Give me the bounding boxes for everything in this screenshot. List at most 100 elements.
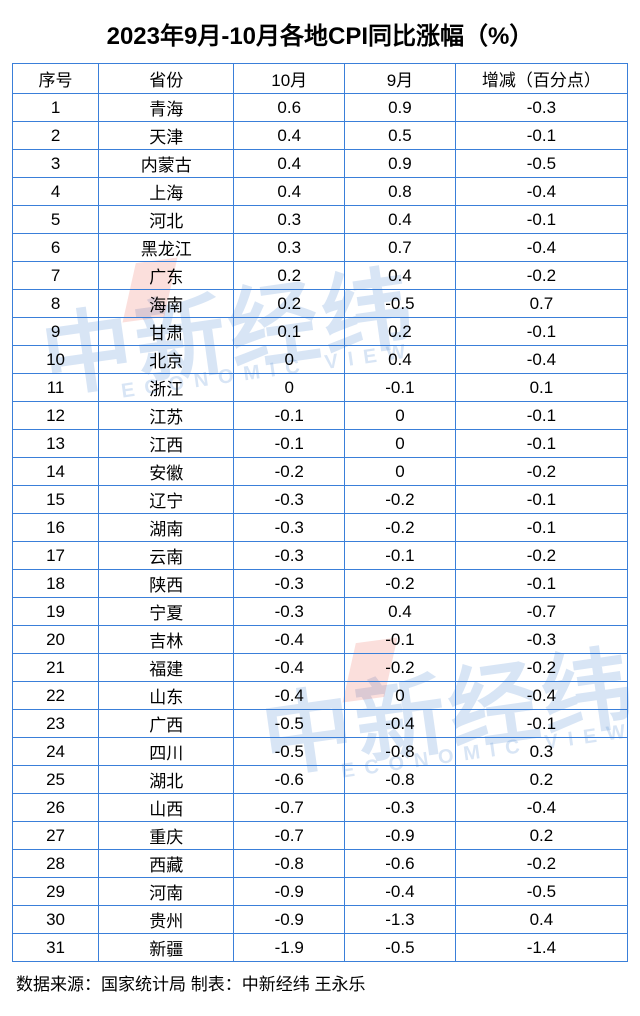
- cell-province: 广东: [99, 262, 234, 290]
- cell-province: 宁夏: [99, 598, 234, 626]
- col-seq: 序号: [13, 64, 99, 94]
- cell-sep: -0.5: [345, 934, 456, 962]
- cell-province: 西藏: [99, 850, 234, 878]
- cell-seq: 23: [13, 710, 99, 738]
- cell-province: 贵州: [99, 906, 234, 934]
- cell-sep: 0: [345, 458, 456, 486]
- table-row: 2天津0.40.5-0.1: [13, 122, 628, 150]
- cell-change: -1.4: [455, 934, 627, 962]
- cell-oct: -0.5: [234, 738, 345, 766]
- cell-sep: -0.1: [345, 542, 456, 570]
- cell-sep: -0.4: [345, 710, 456, 738]
- cell-province: 新疆: [99, 934, 234, 962]
- cell-oct: -0.7: [234, 794, 345, 822]
- table-row: 5河北0.30.4-0.1: [13, 206, 628, 234]
- cell-oct: -1.9: [234, 934, 345, 962]
- cell-oct: -0.1: [234, 402, 345, 430]
- cell-province: 青海: [99, 94, 234, 122]
- table-row: 31新疆-1.9-0.5-1.4: [13, 934, 628, 962]
- cell-oct: -0.5: [234, 710, 345, 738]
- cell-province: 安徽: [99, 458, 234, 486]
- cell-change: -0.2: [455, 654, 627, 682]
- cell-seq: 5: [13, 206, 99, 234]
- cell-oct: -0.9: [234, 878, 345, 906]
- cell-seq: 1: [13, 94, 99, 122]
- cell-province: 辽宁: [99, 486, 234, 514]
- cell-province: 广西: [99, 710, 234, 738]
- cell-sep: -0.2: [345, 654, 456, 682]
- cell-oct: 0.2: [234, 262, 345, 290]
- cell-change: 0.7: [455, 290, 627, 318]
- cell-sep: -0.3: [345, 794, 456, 822]
- cell-oct: 0: [234, 374, 345, 402]
- table-row: 27重庆-0.7-0.90.2: [13, 822, 628, 850]
- cell-province: 江苏: [99, 402, 234, 430]
- cell-province: 海南: [99, 290, 234, 318]
- cell-sep: -0.4: [345, 878, 456, 906]
- cell-change: -0.3: [455, 626, 627, 654]
- table-row: 10北京00.4-0.4: [13, 346, 628, 374]
- cell-seq: 13: [13, 430, 99, 458]
- table-row: 24四川-0.5-0.80.3: [13, 738, 628, 766]
- cell-province: 陕西: [99, 570, 234, 598]
- table-header-row: 序号 省份 10月 9月 增减（百分点）: [13, 64, 628, 94]
- cell-seq: 17: [13, 542, 99, 570]
- cell-change: 0.2: [455, 822, 627, 850]
- cell-change: -0.1: [455, 486, 627, 514]
- cpi-table: 序号 省份 10月 9月 增减（百分点） 1青海0.60.9-0.32天津0.4…: [12, 63, 628, 962]
- cell-province: 江西: [99, 430, 234, 458]
- cell-province: 北京: [99, 346, 234, 374]
- table-row: 14安徽-0.20-0.2: [13, 458, 628, 486]
- cell-oct: 0: [234, 346, 345, 374]
- cell-province: 湖北: [99, 766, 234, 794]
- cell-change: -0.1: [455, 430, 627, 458]
- cell-sep: -0.8: [345, 766, 456, 794]
- cell-change: -0.7: [455, 598, 627, 626]
- cell-change: -0.2: [455, 458, 627, 486]
- cell-change: -0.4: [455, 346, 627, 374]
- table-row: 29河南-0.9-0.4-0.5: [13, 878, 628, 906]
- data-source-footer: 数据来源：国家统计局 制表：中新经纬 王永乐: [12, 962, 628, 995]
- cell-oct: -0.4: [234, 626, 345, 654]
- cell-oct: 0.1: [234, 318, 345, 346]
- cell-oct: -0.7: [234, 822, 345, 850]
- cell-oct: -0.2: [234, 458, 345, 486]
- cell-seq: 12: [13, 402, 99, 430]
- cell-seq: 8: [13, 290, 99, 318]
- cell-change: -0.5: [455, 878, 627, 906]
- cell-seq: 9: [13, 318, 99, 346]
- cell-seq: 24: [13, 738, 99, 766]
- cell-province: 吉林: [99, 626, 234, 654]
- cell-change: -0.1: [455, 318, 627, 346]
- cell-oct: 0.4: [234, 122, 345, 150]
- table-row: 28西藏-0.8-0.6-0.2: [13, 850, 628, 878]
- table-row: 13江西-0.10-0.1: [13, 430, 628, 458]
- cell-oct: -0.3: [234, 486, 345, 514]
- col-province: 省份: [99, 64, 234, 94]
- cell-change: -0.5: [455, 150, 627, 178]
- cell-seq: 15: [13, 486, 99, 514]
- cell-oct: -0.3: [234, 542, 345, 570]
- cell-seq: 11: [13, 374, 99, 402]
- table-row: 26山西-0.7-0.3-0.4: [13, 794, 628, 822]
- cell-seq: 6: [13, 234, 99, 262]
- cell-province: 重庆: [99, 822, 234, 850]
- cell-seq: 22: [13, 682, 99, 710]
- cell-change: -0.2: [455, 850, 627, 878]
- cell-change: -0.4: [455, 234, 627, 262]
- cell-province: 福建: [99, 654, 234, 682]
- table-row: 12江苏-0.10-0.1: [13, 402, 628, 430]
- cell-sep: 0.2: [345, 318, 456, 346]
- cell-province: 云南: [99, 542, 234, 570]
- table-row: 18陕西-0.3-0.2-0.1: [13, 570, 628, 598]
- cell-change: -0.3: [455, 94, 627, 122]
- cell-oct: -0.8: [234, 850, 345, 878]
- cell-seq: 28: [13, 850, 99, 878]
- cell-sep: -0.9: [345, 822, 456, 850]
- table-row: 17云南-0.3-0.1-0.2: [13, 542, 628, 570]
- cell-seq: 26: [13, 794, 99, 822]
- cell-change: -0.1: [455, 710, 627, 738]
- cell-sep: -0.6: [345, 850, 456, 878]
- table-row: 3内蒙古0.40.9-0.5: [13, 150, 628, 178]
- cell-oct: 0.3: [234, 206, 345, 234]
